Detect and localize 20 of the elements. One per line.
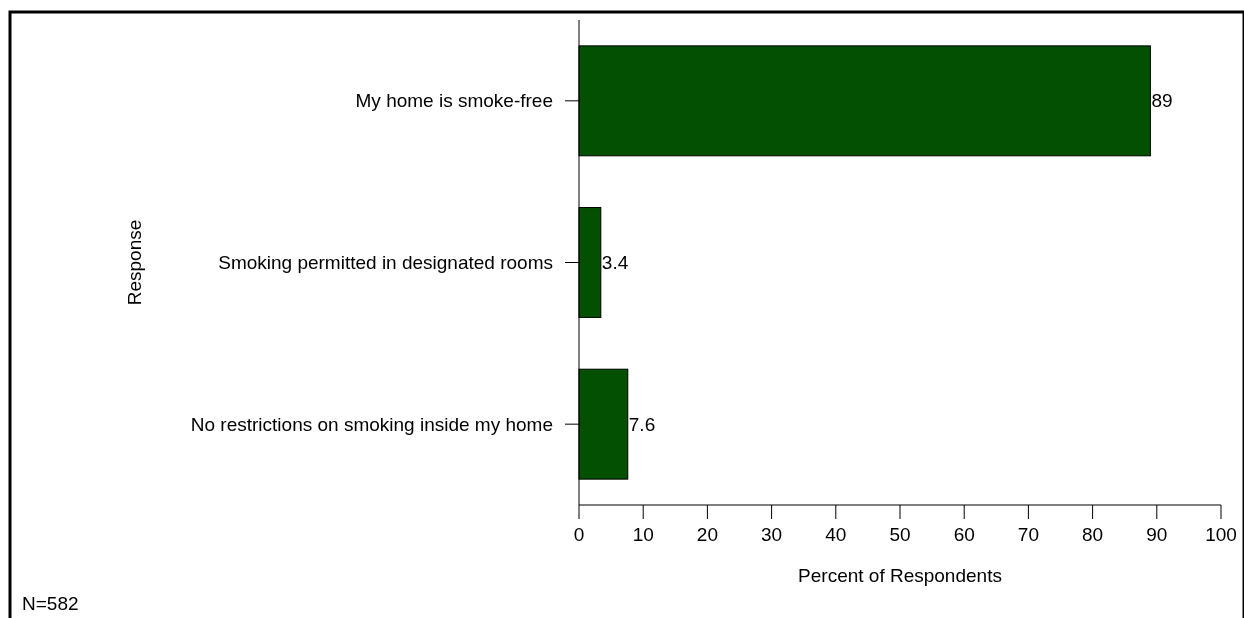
x-tick-label: 20: [696, 524, 718, 545]
x-tick-label: 100: [1205, 524, 1237, 545]
x-tick-label: 0: [573, 524, 585, 545]
data-label: 7.6: [628, 413, 656, 435]
x-tick-label: 90: [1146, 524, 1168, 545]
x-tick-label: 40: [825, 524, 847, 545]
text: N=582: [22, 593, 79, 614]
x-tick-label: 10: [632, 524, 654, 545]
y-tick-label: My home is smoke-free: [355, 90, 553, 112]
data-label: 3.4: [601, 252, 629, 274]
x-tick-label: 60: [953, 524, 975, 545]
y-tick-label: Smoking permitted in designated rooms: [218, 252, 553, 274]
x-tick-label: 80: [1082, 524, 1104, 545]
x-tick-label: 50: [889, 524, 911, 545]
data-label: 89: [1151, 90, 1173, 112]
x-tick-label: 30: [761, 524, 783, 545]
y-axis-title: Response: [124, 219, 146, 306]
x-tick-label: 70: [1017, 524, 1039, 545]
x-axis-title: Percent of Respondents: [798, 565, 1002, 586]
y-tick-label: No restrictions on smoking inside my home: [190, 413, 553, 435]
